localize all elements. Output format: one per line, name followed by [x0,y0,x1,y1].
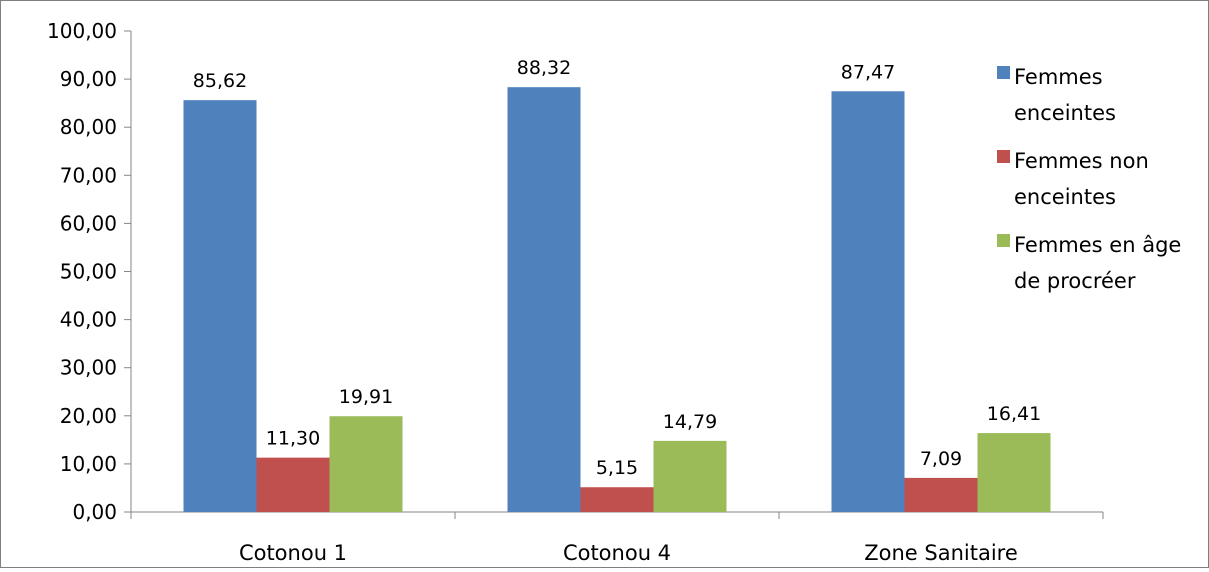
y-tick-label: 80,00 [60,115,117,139]
legend-swatch [997,234,1010,247]
y-tick-label: 20,00 [60,404,117,428]
bar [580,487,654,512]
bar [831,91,905,513]
y-tick-label: 50,00 [60,260,117,284]
y-tick-label: 60,00 [60,211,117,235]
x-category-label: Zone Sanitaire [864,541,1018,565]
legend-label: de procréer [1014,269,1136,293]
legend: Femmes enceintes Femmes non enceintes Femmes… [997,65,1181,293]
data-label: 5,15 [596,457,638,479]
data-labels: 85,62 11,30 19,91 88,32 5,15 14,79 87,47 7,09 16… [193,57,1041,479]
x-category-label: Cotonou 4 [563,541,671,565]
legend-swatch [997,150,1010,163]
bar [904,477,978,512]
data-label: 85,62 [193,70,247,92]
legend-label: enceintes [1014,101,1116,125]
data-label: 19,91 [339,386,393,408]
y-tick-label: 0,00 [72,500,117,524]
bar [329,416,403,512]
y-tick-label: 70,00 [60,163,117,187]
bars [183,87,1051,513]
bar [507,87,581,513]
legend-label: Femmes non [1014,149,1149,173]
y-tick-label: 10,00 [60,452,117,476]
bar [653,440,727,512]
legend-label: Femmes en âge [1014,233,1181,257]
legend-label: Femmes [1014,65,1103,89]
y-tick-label: 100,00 [47,19,117,43]
data-label: 11,30 [266,428,320,450]
y-tick-label: 30,00 [60,356,117,380]
y-tick-label: 90,00 [60,67,117,91]
x-category-label: Cotonou 1 [239,541,347,565]
legend-swatch [997,66,1010,79]
data-label: 87,47 [841,61,895,83]
data-label: 7,09 [920,448,962,470]
data-label: 88,32 [517,57,571,79]
bar [183,100,257,513]
y-axis: 0,00 10,00 20,00 30,00 40,00 50,00 60,00 70,00 8… [47,19,132,524]
y-tick-label: 40,00 [60,308,117,332]
bar [256,457,330,512]
legend-label: enceintes [1014,185,1116,209]
bar [977,433,1051,512]
data-label: 16,41 [987,403,1041,425]
data-label: 14,79 [663,411,717,433]
